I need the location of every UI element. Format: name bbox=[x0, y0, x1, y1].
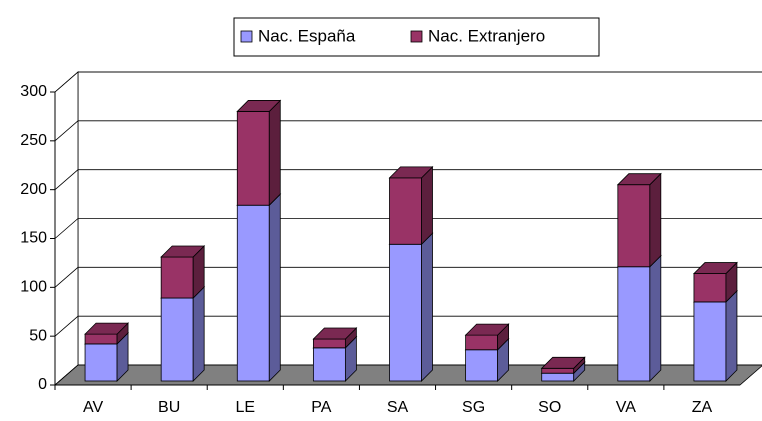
bar-side bbox=[268, 99, 281, 207]
grid-line bbox=[54, 218, 762, 239]
bar bbox=[692, 289, 738, 382]
bar bbox=[312, 327, 358, 349]
x-tick-label: SA bbox=[387, 399, 409, 416]
bar-front bbox=[236, 111, 270, 206]
bar bbox=[616, 254, 662, 382]
bar-front bbox=[465, 334, 499, 351]
bar-front bbox=[160, 297, 194, 382]
bar-side bbox=[268, 193, 281, 382]
bar bbox=[160, 244, 206, 299]
bar-front bbox=[617, 266, 651, 382]
y-tick-label: 300 bbox=[20, 83, 47, 100]
bar-front bbox=[617, 184, 651, 268]
legend-swatch bbox=[240, 30, 253, 43]
bar-front bbox=[541, 367, 575, 374]
x-tick-label: PA bbox=[311, 399, 331, 416]
bar bbox=[692, 261, 738, 303]
bar-front bbox=[541, 372, 575, 382]
bar-top bbox=[692, 262, 738, 274]
bar bbox=[388, 232, 434, 382]
bar-side bbox=[421, 165, 433, 246]
legend-label: Nac. España bbox=[258, 26, 356, 45]
bar-top bbox=[540, 356, 586, 369]
x-tick-label: SO bbox=[538, 399, 561, 416]
x-tick-label: BU bbox=[158, 399, 180, 416]
bar-front bbox=[312, 338, 346, 349]
bar-side bbox=[649, 254, 662, 382]
bar-side bbox=[725, 289, 738, 382]
bar-top bbox=[160, 245, 206, 258]
bar-side bbox=[192, 286, 205, 382]
bar-front bbox=[693, 273, 727, 303]
legend-label: Nac. Extranjero bbox=[428, 26, 545, 45]
bar-top bbox=[312, 327, 358, 340]
bar-front bbox=[312, 347, 346, 382]
bar-side bbox=[421, 232, 433, 382]
bar-top bbox=[464, 323, 510, 336]
bar-side bbox=[649, 172, 662, 268]
legend: Nac. España Nac. Extranjero bbox=[233, 17, 600, 57]
legend-swatch bbox=[410, 30, 423, 43]
x-tick-label: ZA bbox=[692, 399, 713, 416]
grid-line bbox=[54, 120, 762, 142]
bar-top bbox=[84, 322, 130, 335]
bar bbox=[540, 356, 586, 375]
bar-top bbox=[616, 173, 662, 186]
x-tick-label: SG bbox=[462, 399, 485, 416]
bar-front bbox=[84, 333, 118, 345]
y-tick-label: 150 bbox=[20, 230, 47, 247]
y-tick-label: 250 bbox=[20, 132, 47, 149]
bar bbox=[84, 322, 130, 345]
y-tick-label: 50 bbox=[29, 327, 47, 344]
bar-front bbox=[236, 204, 270, 382]
bar bbox=[388, 165, 434, 246]
bar-top bbox=[388, 166, 434, 179]
y-tick-label: 0 bbox=[38, 376, 47, 393]
bar-top bbox=[236, 100, 282, 112]
grid-line bbox=[54, 315, 762, 337]
grid-line bbox=[54, 169, 762, 190]
x-tick-label: AV bbox=[83, 399, 103, 416]
bar-front bbox=[84, 343, 118, 382]
bar-front bbox=[693, 301, 727, 382]
x-tick-label: LE bbox=[235, 399, 255, 416]
bar bbox=[160, 286, 206, 382]
bar-front bbox=[465, 349, 499, 382]
y-tick-label: 200 bbox=[20, 181, 47, 198]
bar-front bbox=[160, 256, 194, 299]
grid-line bbox=[54, 71, 762, 93]
x-tick-label: VA bbox=[616, 399, 636, 416]
bar bbox=[236, 193, 282, 382]
bar bbox=[236, 99, 282, 207]
grid-line bbox=[54, 266, 762, 288]
grid-line bbox=[54, 364, 762, 386]
y-tick-label: 100 bbox=[20, 279, 47, 296]
bar bbox=[616, 172, 662, 268]
bar-front bbox=[389, 177, 422, 245]
bar-front bbox=[389, 243, 422, 382]
bar bbox=[464, 323, 510, 351]
